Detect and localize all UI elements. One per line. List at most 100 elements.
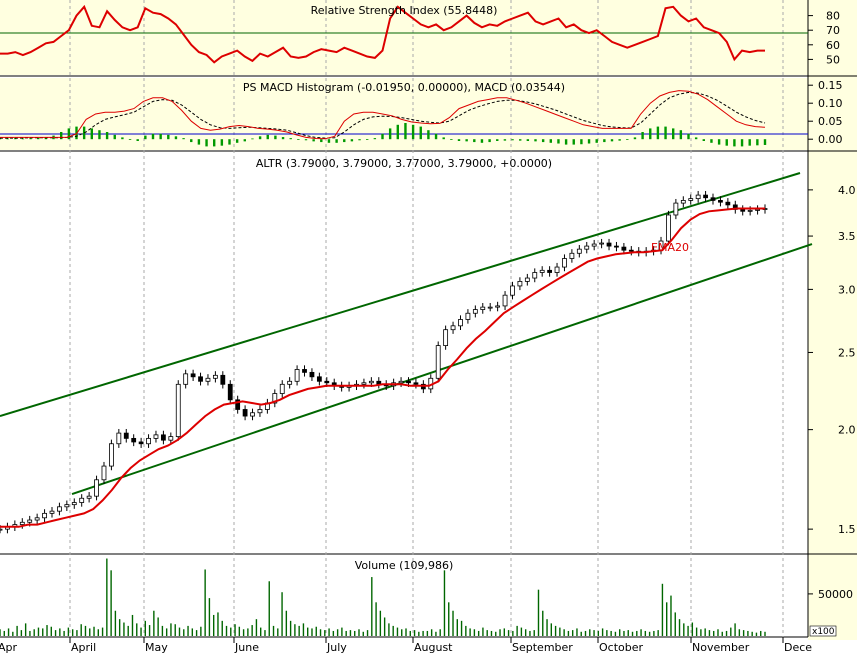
candle-body [755,209,760,211]
price-tick-label: 4.0 [838,184,856,197]
macd-histogram-bar [366,139,369,140]
candle-body [94,479,99,497]
macd-histogram-bar [21,138,25,140]
macd-histogram-bar [151,133,155,140]
macd-histogram-bar [549,139,552,143]
month-label: September [512,641,573,654]
price-tick-label: 1.5 [838,523,856,536]
candle-body [480,306,486,310]
candle-body [71,502,77,506]
candle-body [747,209,753,212]
volume-tick-label: 50000 [818,588,853,601]
candle-body [309,371,315,378]
macd-histogram-bar [335,139,338,143]
macd-histogram-bar [511,139,514,141]
macd-histogram-bar [434,133,438,140]
macd-histogram-bar [228,139,231,145]
candle-body [279,383,285,394]
candle-body [435,345,441,379]
macd-histogram-bar [587,139,591,144]
volume-bars [0,558,766,636]
macd-histogram-bar [633,137,637,140]
macd-histogram-bar [733,139,736,147]
macd-histogram-bar [281,137,285,140]
macd-tick-label: 0.05 [818,115,843,128]
candle-body [532,272,538,279]
candle-body [19,521,25,525]
candle-body [510,285,515,296]
macd-histogram-bar [213,139,216,147]
candle-body [324,380,330,384]
candle-body [183,373,189,385]
rsi-tick-label: 80 [826,10,840,23]
candle-body [316,376,322,382]
candle-body [64,504,70,508]
macd-histogram-bar [687,133,690,140]
candle-body [740,209,746,212]
candle-body [458,319,463,327]
macd-histogram-bar [603,139,606,143]
macd-histogram-bar [0,138,2,140]
candle-body [146,437,151,445]
price-tick-label: 2.5 [838,346,856,359]
candle-body [666,214,671,242]
month-label: October [599,641,643,654]
month-label: April [71,641,96,654]
macd-histogram-bar [748,139,751,146]
candle-body [361,382,367,385]
candle-body [591,243,597,247]
macd-histogram-bar [136,139,139,141]
candle-body [472,309,478,314]
macd-tick-label: 0.15 [818,79,843,92]
macd-histogram-bar [159,133,162,140]
candle-body [495,305,501,308]
candle-body [569,252,575,259]
candle-body [123,432,129,439]
volume-title: Volume (109,986) [355,559,453,572]
macd-histogram-bar [174,136,178,140]
macd-histogram-bar [488,139,491,143]
macd-histogram-bar [702,139,705,141]
candle-body [487,306,493,309]
macd-histogram-bar [656,126,660,140]
macd-histogram-bar [465,139,468,142]
macd-histogram-bar [756,139,759,146]
candle-body [42,512,47,519]
price-axis: 1.5 2.0 2.5 3.0 3.5 4.0 [808,184,856,536]
candle-body [621,246,627,251]
macd-histogram-bar [182,138,185,140]
macd-histogram-bar [595,139,598,143]
ema20-line [0,207,765,528]
macd-tick-label: 0.10 [818,97,843,110]
candle-body [168,436,174,441]
price-panel: EMA20 ALTR (3.79000, 3.79000, 3.77000, 3… [0,157,856,536]
candle-body [517,281,523,287]
macd-histogram-bar [190,139,193,143]
macd-histogram-bar [396,124,399,140]
candle-body [49,510,55,514]
macd-tick-label: 0.00 [818,133,843,146]
macd-histogram-bar [6,138,9,140]
macd-histogram-bar [105,132,109,140]
macd-histogram-bar [694,137,698,140]
candle-body [465,312,471,320]
macd-histogram-bar [320,139,323,143]
macd-histogram-bar [450,139,453,140]
month-label: August [414,641,453,654]
right-axis-bg [808,0,857,640]
candle-body [562,258,567,268]
macd-histogram-bar [251,138,254,140]
candle-body [599,242,605,245]
month-label: Dece [784,641,812,654]
volume-panel-bg [0,556,808,636]
macd-histogram-bar [205,139,208,147]
macd-signal-line [0,91,766,139]
candle-body [524,277,530,282]
candle-body [554,266,560,273]
macd-histogram-bar [580,139,583,145]
macd-histogram-bar [672,128,675,140]
macd-histogram-bar [98,130,101,140]
candle-body [673,202,679,216]
channel-upper-line [0,172,801,418]
candle-body [160,434,166,441]
